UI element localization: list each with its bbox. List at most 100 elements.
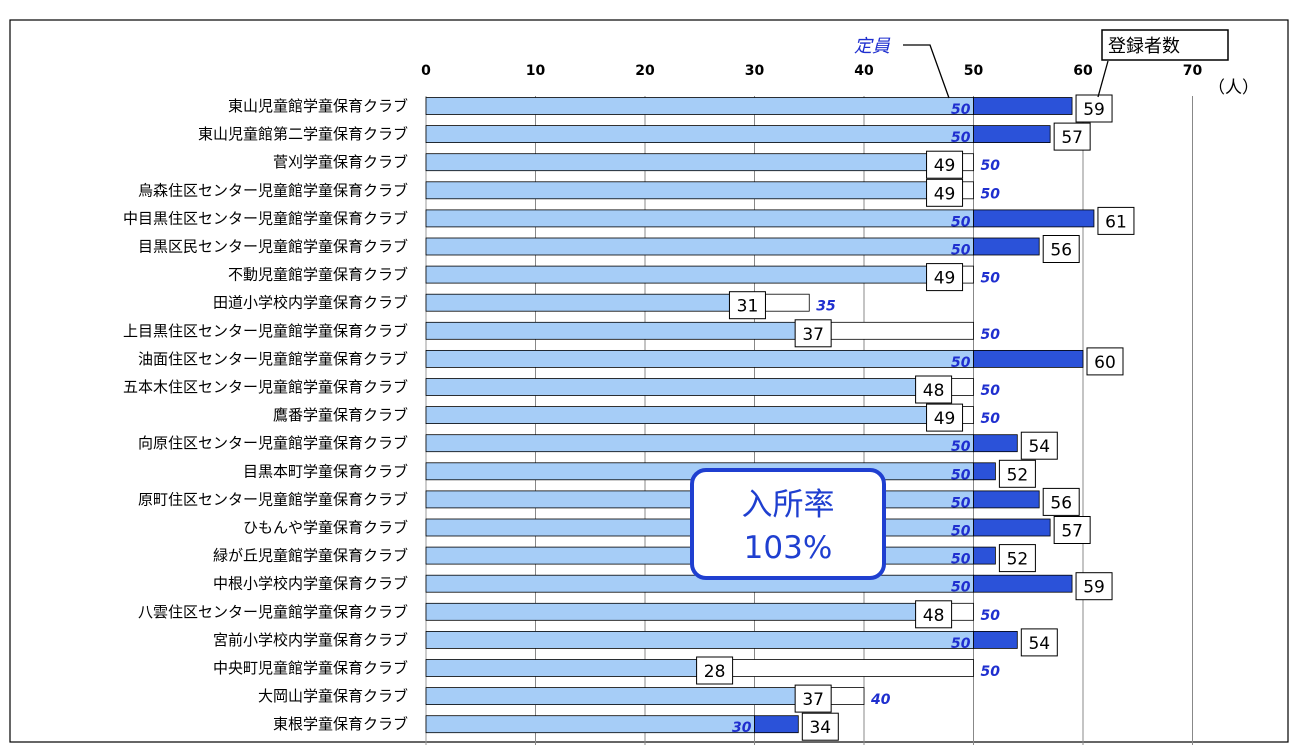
category-label: 東山児童館第二学童保育クラブ [198, 125, 408, 143]
bar-over-capacity [973, 490, 1040, 509]
bar-base [425, 209, 974, 228]
registered-value: 48 [923, 381, 945, 401]
legend-registered-box [1101, 29, 1229, 61]
registered-value: 59 [1083, 100, 1105, 120]
registered-value: 56 [1050, 493, 1072, 513]
bar-base [425, 153, 963, 172]
registered-value-box [926, 178, 964, 207]
bar-vacancy [962, 153, 974, 172]
capacity-value: 50 [981, 158, 1001, 174]
bar-vacancy [951, 378, 974, 396]
bar-base [425, 434, 974, 453]
legend-registered-pointer [1097, 60, 1109, 98]
bar-base [425, 406, 963, 425]
registered-value: 31 [737, 297, 759, 317]
capacity-value: 35 [816, 299, 836, 315]
bar-over-capacity [973, 462, 996, 481]
registered-value: 57 [1061, 522, 1083, 542]
capacity-value: 40 [870, 692, 891, 708]
category-label: 八雲住区センター児童館学童保育クラブ [138, 603, 408, 621]
registered-value-box [1053, 516, 1091, 544]
registered-value-box [998, 544, 1036, 573]
labels: 東山児童館学童保育クラブ 50 59 東山児童館第二学童保育クラブ 50 57 菅刈学童保育… [123, 94, 1135, 741]
registered-value: 60 [1094, 353, 1116, 373]
registered-value: 48 [923, 606, 945, 626]
bar-over-capacity [973, 518, 1051, 537]
registered-value-box [926, 403, 964, 432]
capacity-value: 50 [951, 130, 971, 146]
x-tick-label: 70 [1183, 63, 1203, 79]
legend-capacity-pointer [903, 44, 950, 99]
x-tick-label: 50 [964, 63, 984, 79]
capacity-value: 50 [981, 327, 1001, 343]
legend-capacity-label: 定員 [854, 36, 891, 57]
bar-base [425, 293, 766, 312]
registered-value: 61 [1105, 212, 1127, 232]
bar-vacancy [962, 406, 974, 425]
bar-base [425, 181, 963, 200]
registered-value: 52 [1007, 550, 1029, 570]
bar-over-capacity [973, 237, 1040, 256]
bar-base [425, 659, 734, 677]
x-tick-label: 40 [854, 63, 874, 79]
x-tick-label: 30 [745, 63, 765, 79]
registered-value-box [1075, 94, 1113, 123]
category-label: 原町住区センター児童館学童保育クラブ [138, 490, 408, 508]
category-label: 目黒区民センター児童館学童保育クラブ [138, 238, 408, 256]
capacity-value: 50 [951, 552, 971, 568]
registered-value: 56 [1050, 241, 1072, 261]
bar-base [425, 687, 832, 705]
category-label: 不動児童館学童保育クラブ [228, 266, 408, 284]
bar-base [425, 321, 832, 340]
capacity-value: 50 [981, 411, 1001, 427]
registered-value-box [1086, 347, 1124, 376]
bar-base [425, 265, 963, 284]
category-label: 向原住区センター児童館学童保育クラブ [138, 434, 408, 452]
bar-over-capacity [973, 546, 996, 565]
registered-value: 37 [802, 690, 824, 710]
occupancy-rate-title: 入所率 [742, 487, 835, 523]
registered-value-box [1020, 431, 1058, 460]
chart-frame [9, 19, 1289, 743]
category-label: 東根学童保育クラブ [273, 715, 408, 733]
occupancy-rate-box [690, 468, 886, 580]
bar-base [425, 349, 974, 368]
capacity-value: 50 [951, 524, 971, 540]
bar-over-capacity [973, 125, 1051, 143]
registered-value-box [696, 656, 734, 685]
category-label: 緑が丘児童館学童保育クラブ [213, 547, 408, 565]
registered-value-box [1097, 206, 1135, 235]
category-label: 上目黒住区センター児童館学童保育クラブ [123, 322, 408, 340]
registered-value-box [728, 291, 766, 320]
registered-value-box [915, 375, 953, 404]
registered-value-box [915, 600, 953, 629]
registered-value: 28 [704, 662, 726, 682]
capacity-value: 50 [951, 467, 971, 483]
bar-vacancy [951, 602, 974, 621]
bar-over-capacity [973, 631, 1018, 649]
category-label: 五本木住区センター児童館学童保育クラブ [123, 378, 408, 396]
bar-base [425, 125, 974, 143]
capacity-value: 50 [981, 608, 1001, 624]
registered-value: 49 [934, 269, 956, 289]
bar-over-capacity [973, 97, 1073, 115]
category-label: 東山児童館学童保育クラブ [228, 97, 408, 115]
unit-label: （人） [1208, 78, 1259, 98]
category-label: 油面住区センター児童館学童保育クラブ [138, 350, 408, 368]
bar-base [425, 97, 974, 115]
legend-registered-label: 登録者数 [1108, 36, 1180, 57]
registered-value: 54 [1028, 437, 1050, 457]
registered-value-box [801, 712, 839, 741]
bar-vacancy [830, 321, 974, 340]
bar-base [425, 631, 974, 649]
capacity-value: 50 [951, 102, 971, 118]
registered-value: 49 [934, 409, 956, 429]
capacity-value: 50 [951, 495, 971, 511]
bar-over-capacity [754, 715, 799, 734]
capacity-value: 50 [951, 355, 971, 371]
registered-value-box [1042, 235, 1080, 263]
bar-over-capacity [973, 574, 1073, 593]
x-tick-labels: 0 10 20 30 40 50 60 70 [421, 63, 1202, 79]
capacity-value: 50 [951, 214, 971, 230]
registered-value-box [794, 684, 832, 713]
